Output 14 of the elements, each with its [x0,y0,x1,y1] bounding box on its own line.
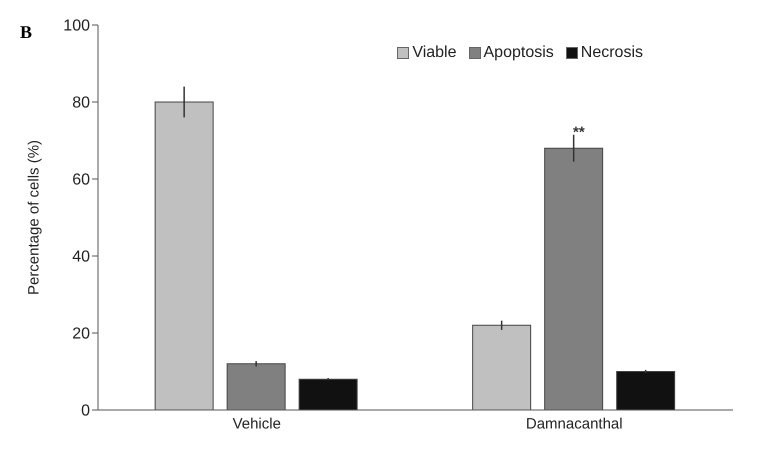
legend-label: Necrosis [580,44,643,62]
y-tick-label: 0 [81,402,90,420]
annotation: ** [573,124,585,141]
y-tick-label: 20 [72,326,90,343]
x-tick-label: Vehicle [232,416,281,433]
legend-label: Apoptosis [482,44,554,62]
y-axis-title: Percentage of cells (%) [25,140,42,296]
y-tick-label: 100 [63,18,90,35]
y-tick-label: 80 [72,94,90,112]
text: B [20,22,32,43]
y-tick-label: 40 [72,248,90,266]
y-tick-label: 60 [72,172,90,189]
legend-label: Viable [411,44,456,62]
x-tick-label: Damnacanthal [526,416,623,433]
